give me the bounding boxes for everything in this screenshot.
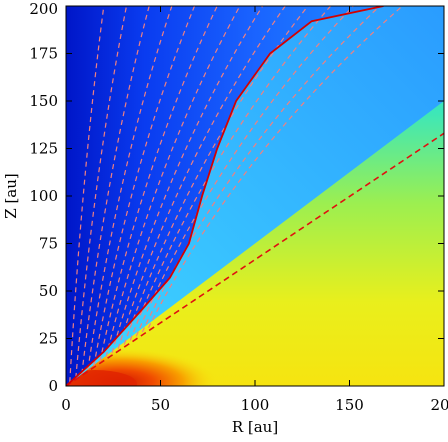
x-tick-label: 100 [241,396,270,414]
streamline [111,6,264,354]
streamline [117,6,286,349]
y-tick-label: 125 [29,140,58,158]
x-tick-label: 150 [335,396,364,414]
y-tick-label: 150 [29,92,58,110]
streamline [93,6,196,366]
y-tick-label: 50 [39,282,58,300]
y-tick-label: 25 [39,330,58,348]
streamline [147,6,403,329]
streamline [141,6,381,333]
x-tick-label: 20 [430,396,448,414]
y-tick-label: 175 [29,45,58,63]
streamline [135,6,354,337]
wind-boundary-line [66,132,444,386]
streamline [81,6,150,374]
streamline [75,6,128,379]
x-tick-label: 0 [61,396,71,414]
y-axis-label: Z [au] [2,173,20,219]
y-tick-label: 75 [39,235,58,253]
y-tick-label: 0 [48,377,58,395]
streamline [99,6,218,362]
streamline [69,6,105,383]
streamline [105,6,241,358]
y-tick-label: 100 [29,187,58,205]
wind-region [66,6,384,386]
x-tick-label: 50 [151,396,170,414]
y-tick-label: 200 [29,0,58,18]
x-axis-label: R [au] [232,418,278,436]
launch-surface-curve [66,6,384,386]
wind-cone-edge [66,6,444,386]
streamline [87,6,173,370]
